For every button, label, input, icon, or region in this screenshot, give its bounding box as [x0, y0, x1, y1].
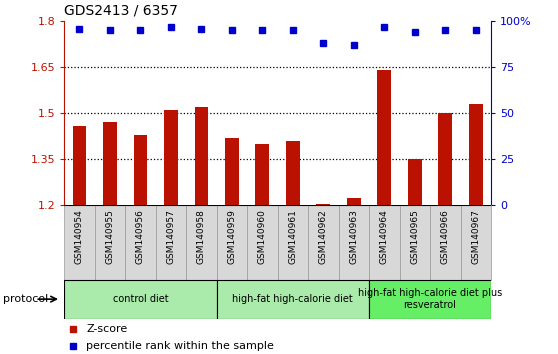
Bar	[369, 205, 400, 280]
Bar	[286, 141, 300, 205]
Bar	[217, 205, 247, 280]
Text: GSM140958: GSM140958	[197, 209, 206, 264]
Text: GSM140959: GSM140959	[227, 209, 237, 264]
Text: GSM140954: GSM140954	[75, 209, 84, 264]
Bar	[64, 280, 217, 319]
Bar	[64, 205, 95, 280]
Text: GSM140956: GSM140956	[136, 209, 145, 264]
Text: high-fat high-calorie diet plus
resveratrol: high-fat high-calorie diet plus resverat…	[358, 288, 502, 310]
Bar	[195, 107, 208, 205]
Bar	[225, 138, 239, 205]
Bar	[408, 159, 422, 205]
Text: control diet: control diet	[113, 294, 168, 304]
Bar	[369, 280, 491, 319]
Text: high-fat high-calorie diet: high-fat high-calorie diet	[233, 294, 353, 304]
Bar	[316, 204, 330, 205]
Bar	[73, 126, 86, 205]
Bar	[377, 70, 391, 205]
Bar	[95, 205, 125, 280]
Bar	[439, 113, 452, 205]
Bar	[339, 205, 369, 280]
Text: GSM140962: GSM140962	[319, 209, 328, 264]
Bar	[278, 205, 308, 280]
Text: GSM140963: GSM140963	[349, 209, 358, 264]
Bar	[217, 280, 369, 319]
Bar	[460, 205, 491, 280]
Bar	[469, 104, 483, 205]
Text: Z-score: Z-score	[86, 324, 128, 333]
Text: GSM140960: GSM140960	[258, 209, 267, 264]
Bar	[156, 205, 186, 280]
Bar	[125, 205, 156, 280]
Bar	[347, 198, 360, 205]
Text: GSM140957: GSM140957	[166, 209, 175, 264]
Bar	[256, 144, 269, 205]
Text: GSM140966: GSM140966	[441, 209, 450, 264]
Bar	[164, 110, 178, 205]
Text: GSM140967: GSM140967	[472, 209, 480, 264]
Bar	[186, 205, 217, 280]
Bar	[103, 122, 117, 205]
Text: GSM140961: GSM140961	[288, 209, 297, 264]
Text: GSM140965: GSM140965	[410, 209, 419, 264]
Text: percentile rank within the sample: percentile rank within the sample	[86, 341, 275, 351]
Text: GSM140955: GSM140955	[105, 209, 114, 264]
Bar	[308, 205, 339, 280]
Bar	[400, 205, 430, 280]
Bar	[430, 205, 460, 280]
Text: GSM140964: GSM140964	[380, 209, 389, 264]
Text: protocol: protocol	[3, 294, 48, 304]
Bar	[247, 205, 277, 280]
Bar	[133, 135, 147, 205]
Text: GDS2413 / 6357: GDS2413 / 6357	[64, 3, 178, 17]
